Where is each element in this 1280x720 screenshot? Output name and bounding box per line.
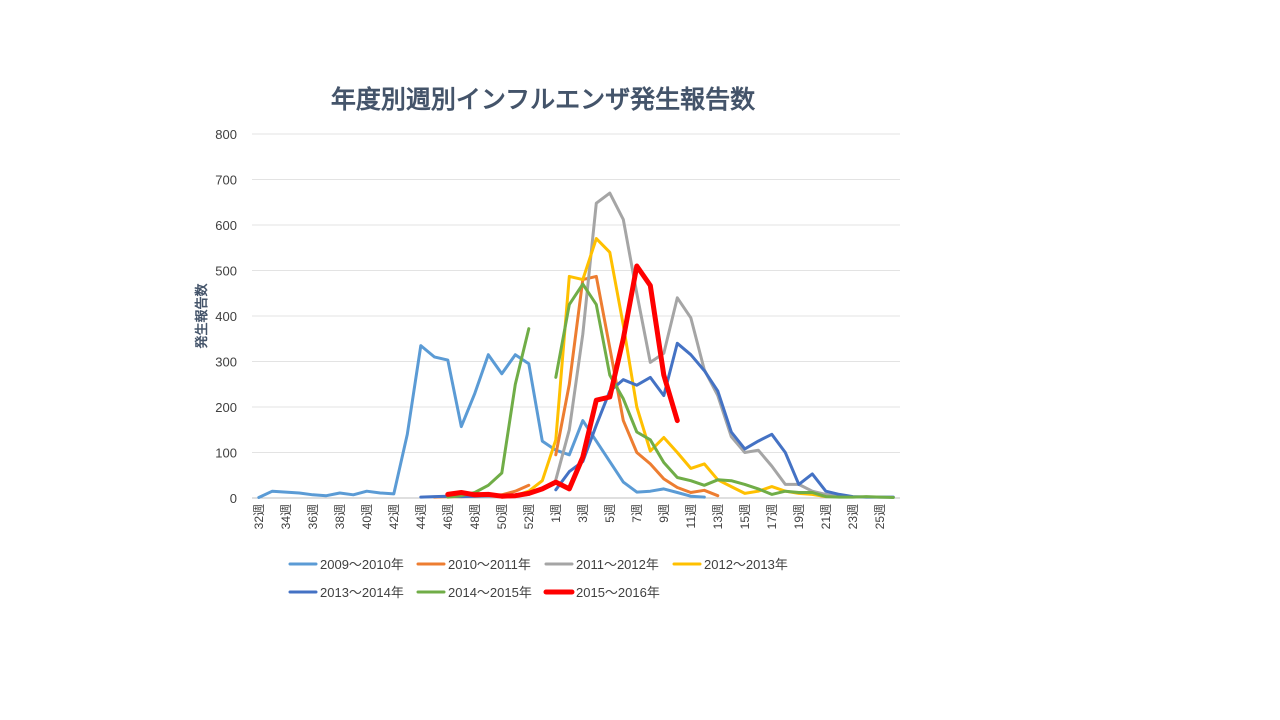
x-tick-label: 38週 — [333, 504, 347, 529]
series-line-5 — [446, 327, 531, 499]
gridlines — [252, 133, 900, 499]
x-tick-label: 44週 — [414, 504, 428, 529]
x-tick-label: 52週 — [522, 504, 536, 529]
x-tick-label: 11週 — [684, 504, 698, 528]
x-tick-label: 5週 — [603, 504, 617, 523]
y-tick-label: 0 — [230, 491, 237, 506]
legend-label-5: 2014～2015年 — [448, 585, 532, 600]
series-line-6 — [445, 263, 680, 499]
chart-title: 年度別週別インフルエンザ発生報告数 — [331, 85, 756, 114]
y-tick-label: 200 — [215, 400, 237, 415]
x-axis-ticks: 32週 34週 36週 38週 40週 42週 44週 46週 48週 50週 52週 1週 3週 5週 7… — [252, 504, 887, 529]
x-tick-label: 9週 — [657, 504, 671, 523]
x-tick-label: 34週 — [279, 504, 293, 529]
y-axis-ticks: 0 100 200 300 400 500 600 700 800 — [215, 127, 237, 506]
series-line-2 — [554, 191, 841, 499]
series-lines — [257, 191, 895, 499]
x-tick-label: 25週 — [873, 504, 887, 529]
x-tick-label: 17週 — [765, 504, 779, 529]
legend-label-4: 2013～2014年 — [320, 585, 404, 600]
legend-label-2: 2011～2012年 — [576, 557, 659, 572]
x-tick-label: 3週 — [576, 504, 590, 523]
x-tick-label: 23週 — [846, 504, 860, 529]
x-tick-label: 7週 — [630, 504, 644, 523]
x-tick-label: 32週 — [252, 504, 266, 529]
y-tick-label: 700 — [215, 173, 237, 188]
legend: 2009～2010年 2010～2011年 2011～2012年 2012～2013年… — [288, 557, 788, 600]
y-tick-label: 800 — [215, 127, 237, 142]
legend-label-3: 2012～2013年 — [704, 557, 788, 572]
legend-label-0: 2009～2010年 — [320, 557, 404, 572]
x-tick-label: 50週 — [495, 504, 509, 529]
y-tick-label: 400 — [215, 309, 237, 324]
y-tick-label: 600 — [215, 218, 237, 233]
y-axis-title: 発生報告数 — [194, 283, 210, 350]
x-tick-label: 48週 — [468, 504, 482, 529]
legend-label-6: 2015～2016年 — [576, 585, 660, 600]
x-tick-label: 15週 — [738, 504, 752, 529]
x-tick-label: 40週 — [360, 504, 374, 529]
x-tick-label: 21週 — [819, 504, 833, 529]
x-tick-label: 42週 — [387, 504, 401, 529]
x-tick-label: 13週 — [711, 504, 725, 529]
y-tick-label: 500 — [215, 264, 237, 279]
x-tick-label: 36週 — [306, 504, 320, 529]
x-tick-label: 46週 — [441, 504, 455, 529]
y-tick-label: 300 — [215, 355, 237, 370]
x-tick-label: 1週 — [549, 504, 563, 523]
series-line-0 — [257, 344, 706, 499]
y-tick-label: 100 — [215, 446, 237, 461]
legend-label-1: 2010～2011年 — [448, 557, 531, 572]
series-line-3 — [500, 237, 828, 499]
x-tick-label: 19週 — [792, 504, 806, 529]
